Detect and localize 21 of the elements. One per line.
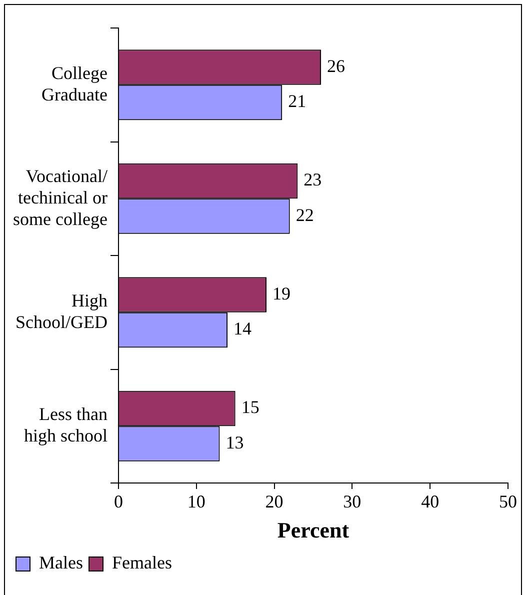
data-label: 13 xyxy=(226,432,244,452)
data-label: 26 xyxy=(327,56,346,76)
data-label: 22 xyxy=(296,204,314,225)
data-label: 21 xyxy=(288,91,306,112)
y-tick-label: High School/GED xyxy=(15,290,108,332)
data-label: 15 xyxy=(241,397,260,418)
x-tick-label: 30 xyxy=(343,492,362,512)
x-tick-label: 10 xyxy=(187,492,206,512)
data-label: 14 xyxy=(234,318,252,339)
x-tick-label: 0 xyxy=(114,492,123,512)
y-tick-label: College Graduate xyxy=(41,62,108,104)
y-tick-label: Less than high school xyxy=(24,404,108,446)
data-label: 19 xyxy=(272,283,290,304)
legend-label: Females xyxy=(112,552,172,573)
data-label: 23 xyxy=(304,170,322,190)
x-tick-label: 40 xyxy=(421,492,440,512)
x-axis-title: Percent xyxy=(277,517,350,542)
x-tick-label: 50 xyxy=(499,492,517,512)
x-tick-label: 20 xyxy=(265,492,284,512)
legend-label: Males xyxy=(39,552,83,573)
y-tick-label: Vocational/ techinical or some college xyxy=(12,166,108,229)
